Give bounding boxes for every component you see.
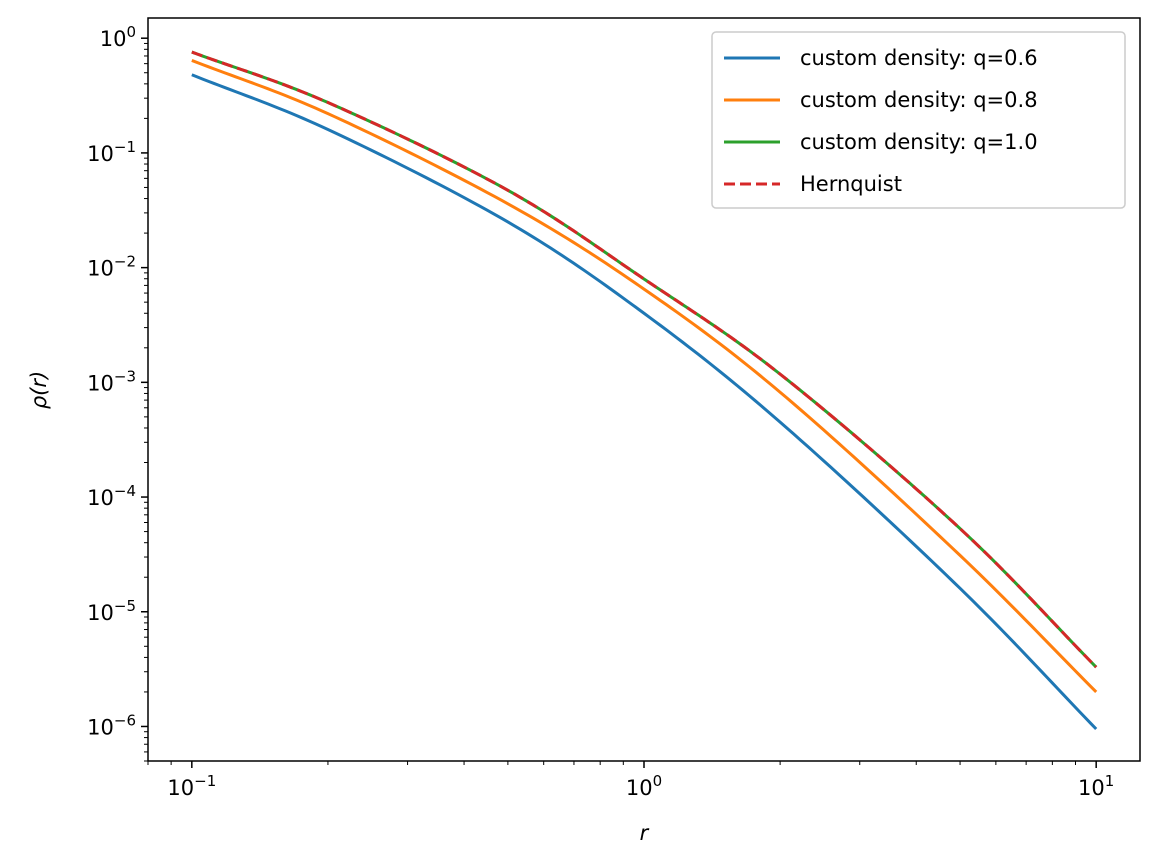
x-tick-label: 101 [1078,772,1114,800]
y-tick-label: 100 [100,23,136,51]
y-tick-label: 10−4 [87,482,136,510]
legend-label: custom density: q=0.8 [800,88,1038,112]
y-tick-label: 10−3 [87,367,136,395]
series-line-1 [191,59,1098,693]
y-tick-label: 10−6 [87,711,136,739]
y-tick-label: 10−5 [87,597,136,625]
x-axis-label: r [640,821,650,845]
x-tick-label: 100 [626,772,662,800]
legend-label: custom density: q=0.6 [800,46,1038,70]
legend-box [711,31,1126,209]
legend-label: custom density: q=1.0 [800,130,1038,154]
plot-lines [191,50,1098,731]
y-tick-label: 10−2 [87,253,136,281]
y-axis-label: ρ(r) [27,371,51,409]
series-line-3 [191,50,1098,669]
legend-label: Hernquist [800,172,902,196]
legend: custom density: q=0.6 custom density: q=0… [711,31,1126,209]
x-axis: 10−1 100 101 [147,761,1114,800]
y-tick-label: 10−1 [87,138,136,166]
y-axis: 100 10−1 10−2 10−3 10−4 10−5 10−6 [87,23,148,762]
series-line-0 [191,73,1098,731]
x-tick-label: 10−1 [167,772,216,800]
